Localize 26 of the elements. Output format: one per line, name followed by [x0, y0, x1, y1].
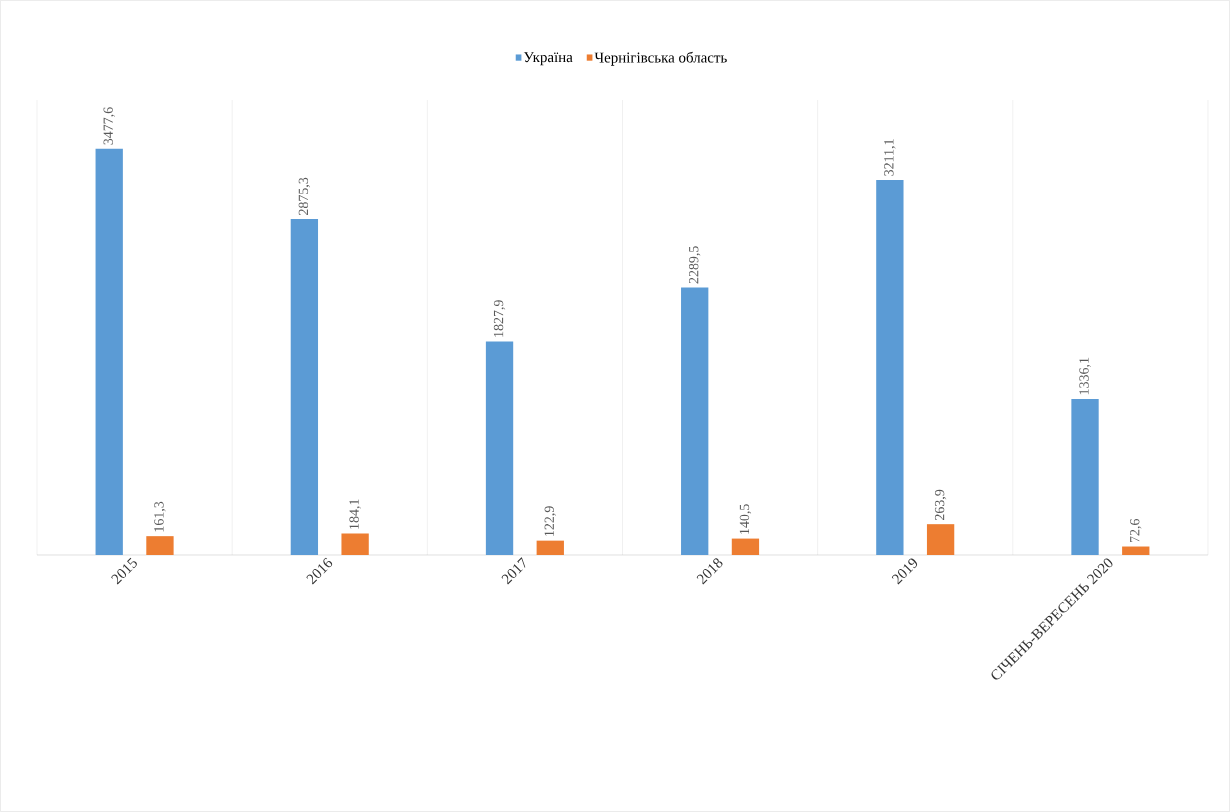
bar — [290, 219, 319, 555]
data-label: 161,3 — [154, 501, 166, 532]
data-label: 3477,6 — [103, 107, 115, 145]
bar — [926, 524, 955, 555]
bar — [1071, 398, 1099, 555]
bar — [341, 533, 369, 555]
bar — [146, 536, 174, 555]
bar — [485, 341, 514, 555]
bar — [731, 538, 760, 555]
data-label: 140,5 — [739, 504, 752, 534]
legend-label: Чернігівська область — [594, 51, 727, 66]
data-label: 184,1 — [349, 499, 361, 529]
data-label: 2289,5 — [688, 246, 701, 284]
bar — [95, 148, 123, 555]
data-label: 1336,1 — [1079, 357, 1091, 395]
data-label: 2875,3 — [298, 177, 311, 215]
bar — [536, 540, 564, 555]
bar — [876, 179, 904, 555]
bar — [681, 287, 709, 555]
legend-label: Україна — [523, 52, 573, 66]
data-label: 263,9 — [934, 489, 947, 521]
data-label: 122,9 — [544, 506, 556, 536]
data-label: 1827,9 — [493, 300, 506, 337]
data-label: 3211,1 — [884, 139, 896, 176]
data-label: 72,6 — [1130, 519, 1142, 543]
bar — [1122, 546, 1150, 555]
